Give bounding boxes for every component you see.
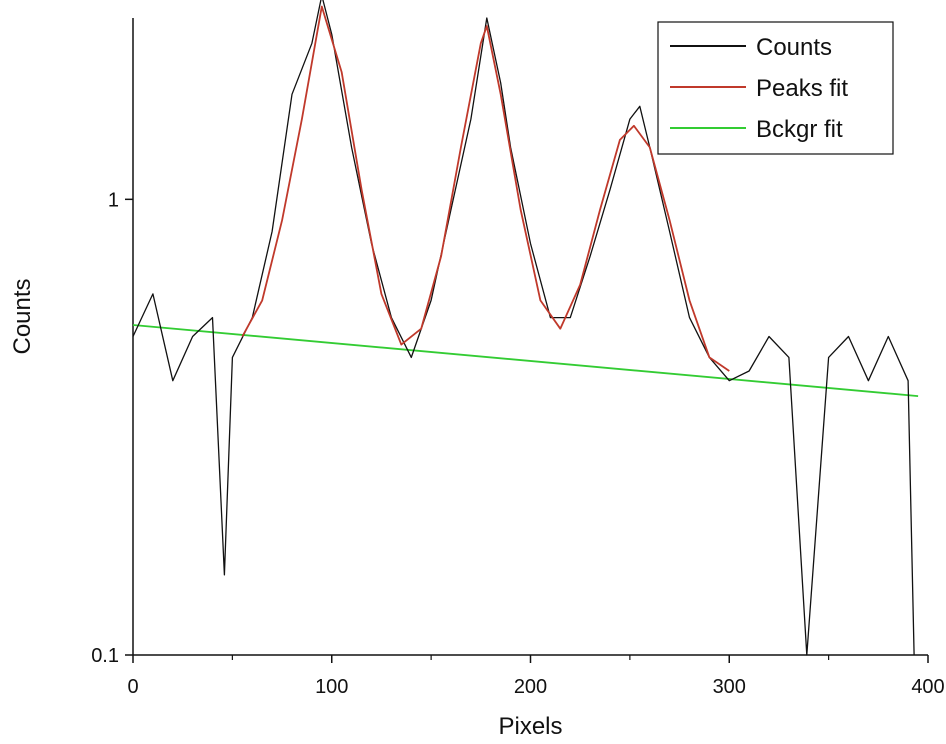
legend-label-peaks-fit: Peaks fit — [756, 75, 848, 102]
axes: 0 100 200 300 400 0.1 1 — [91, 18, 945, 698]
x-tick-label: 0 — [127, 676, 138, 698]
series-layer — [132, 0, 919, 656]
x-tick-label: 300 — [713, 676, 746, 698]
series-line-peaks-fit — [241, 5, 730, 372]
y-axis-title: Counts — [9, 278, 36, 354]
x-tick-label: 200 — [514, 676, 547, 698]
x-tick-label: 400 — [911, 676, 944, 698]
x-axis-title: Pixels — [498, 713, 562, 740]
series-line-bckgr-fit — [132, 324, 919, 397]
x-tick-label: 100 — [315, 676, 348, 698]
legend-label-counts: Counts — [756, 34, 832, 61]
legend-label-bckgr-fit: Bckgr fit — [756, 116, 843, 143]
legend: Counts Peaks fit Bckgr fit — [657, 21, 894, 155]
y-tick-label: 1 — [108, 189, 119, 211]
y-tick-label: 0.1 — [91, 645, 119, 667]
